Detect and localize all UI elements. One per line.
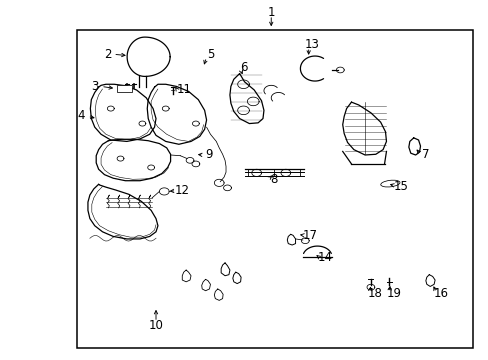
Text: 14: 14 — [317, 251, 331, 264]
Text: 10: 10 — [148, 319, 163, 332]
Text: 3: 3 — [91, 80, 98, 93]
Bar — [77, 30, 472, 348]
Text: 13: 13 — [305, 39, 319, 51]
Text: 8: 8 — [269, 173, 277, 186]
Text: 1: 1 — [267, 6, 274, 19]
Text: 5: 5 — [206, 49, 214, 62]
Text: 17: 17 — [302, 229, 317, 242]
Text: 6: 6 — [239, 61, 247, 74]
Text: 19: 19 — [386, 287, 401, 300]
Text: 7: 7 — [421, 148, 428, 162]
Bar — [117, 85, 131, 92]
Text: 4: 4 — [78, 109, 85, 122]
Text: 15: 15 — [393, 180, 407, 193]
Text: 2: 2 — [103, 48, 111, 61]
Text: 9: 9 — [205, 148, 213, 161]
Text: 12: 12 — [174, 184, 189, 197]
Text: 11: 11 — [176, 84, 191, 96]
Text: 18: 18 — [366, 287, 382, 300]
Text: 16: 16 — [433, 287, 448, 300]
